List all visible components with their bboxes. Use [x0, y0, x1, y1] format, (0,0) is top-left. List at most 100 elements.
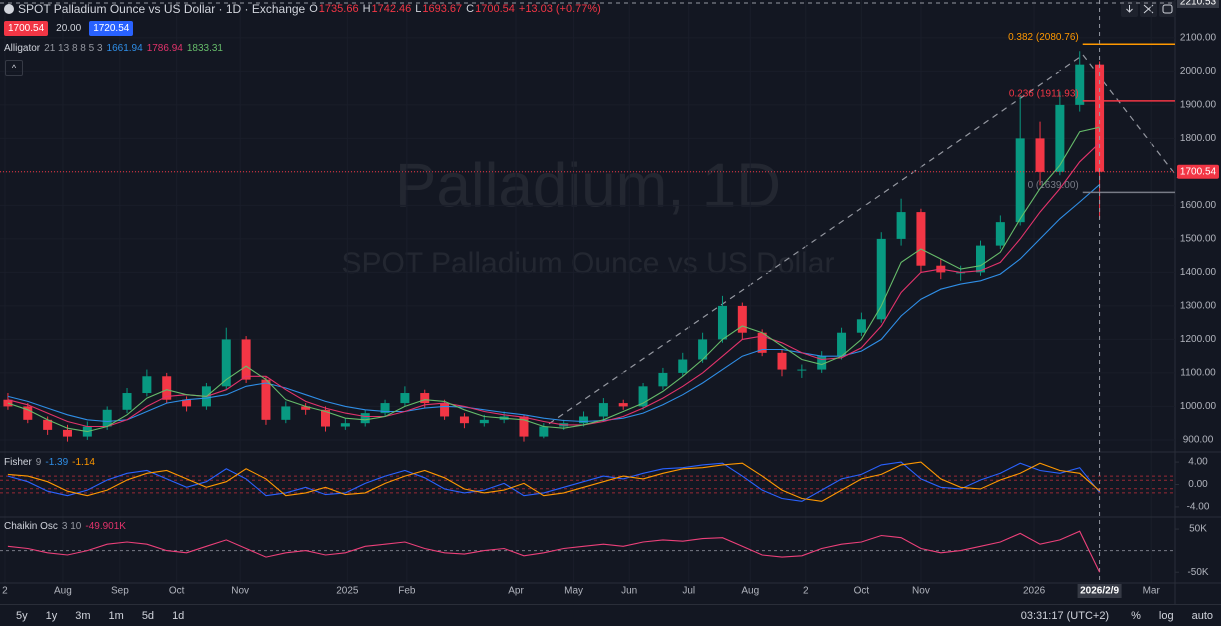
candle-body: [23, 406, 33, 420]
legend-value: -49.901K: [85, 521, 126, 532]
fisher-legend: Fisher 9 -1.39 -1.14: [4, 457, 95, 468]
x-tick-label: Jun: [621, 586, 637, 597]
candle-body: [281, 406, 291, 420]
x-tick-label: Jul: [682, 586, 695, 597]
candle-body: [519, 416, 529, 437]
symbol-icon: [4, 4, 14, 14]
y-tick-label: 1400.00: [1180, 267, 1217, 278]
ohlc-item: L 1693.67: [415, 3, 462, 15]
candle-body: [817, 356, 827, 370]
button[interactable]: [1159, 1, 1176, 17]
candle-body: [757, 332, 767, 353]
candle-body: [916, 212, 926, 266]
symbol: SPOT Palladium Ounce vs US Dollar · 1D ·…: [18, 2, 306, 16]
collapse-button[interactable]: ^: [5, 60, 23, 76]
sell-button[interactable]: 1700.54: [4, 21, 49, 36]
buy-button[interactable]: 1720.54: [89, 21, 134, 36]
y-tick-label: 1200.00: [1180, 334, 1217, 345]
x-tick-label: Nov: [912, 586, 930, 597]
x-tick-label: 2025: [336, 586, 359, 597]
fib-label: 0.236 (1911.93): [1009, 89, 1079, 100]
indicator-params: 21 13 8 8 5 3: [44, 43, 103, 54]
candle-body: [360, 413, 370, 424]
indicator-params: 3 10: [61, 521, 82, 532]
x-tick-label: Oct: [854, 586, 870, 597]
clock: 03:31:17 (UTC+2): [1020, 609, 1110, 622]
ohlc-value: 1742.46: [371, 3, 412, 15]
candle-body: [440, 403, 450, 417]
ohlc-item: H 1742.46: [363, 3, 412, 15]
x-tick-label: 2: [803, 586, 809, 597]
y-tick-label: 1500.00: [1180, 234, 1217, 245]
crosshair-price: 2210.53: [1180, 0, 1217, 8]
candle-body: [241, 339, 251, 380]
candle-body: [777, 352, 787, 370]
legend-value: -1.14: [72, 457, 95, 468]
y-tick-label: -50K: [1187, 567, 1208, 578]
range-button[interactable]: 3m: [75, 609, 91, 622]
candle-body: [321, 409, 331, 427]
y-tick-label: 50K: [1189, 524, 1207, 535]
candle-body: [221, 339, 231, 387]
y-tick-label: 4.00: [1188, 457, 1208, 468]
y-tick-label: 1600.00: [1180, 200, 1217, 211]
price-tag: 1700.54: [1180, 166, 1217, 177]
candle-body: [479, 419, 489, 424]
candle-body: [658, 372, 668, 387]
x-tick-label: Mar: [1143, 586, 1161, 597]
series-line: [7, 530, 1101, 573]
spread: 20.00: [56, 23, 82, 34]
candle-body: [539, 426, 549, 437]
chart: Palladium, 1D SPOT Palladium Ounce vs US…: [0, 0, 1221, 604]
x-tick-label: 2026: [1023, 586, 1046, 597]
candle-body: [340, 423, 350, 427]
ohlc-value: 1700.54: [475, 3, 515, 15]
top-buttons[interactable]: [1121, 1, 1176, 17]
ohlc-key: L: [415, 3, 422, 15]
range-button[interactable]: 5d: [141, 609, 155, 622]
watermark-title: Palladium, 1D: [395, 151, 781, 220]
candle-body: [1015, 138, 1025, 223]
price-tag-bg: [1177, 164, 1219, 179]
ohlc-key: H: [362, 3, 371, 15]
scale-button[interactable]: %: [1131, 609, 1141, 622]
range-buttons: 5y 1y 3m 1m 5d 1d: [8, 610, 184, 622]
scale-button[interactable]: log: [1158, 609, 1174, 622]
fib-label: 0.382 (2080.76): [1008, 32, 1079, 43]
candle-body: [678, 359, 688, 373]
candle-body: [1075, 64, 1085, 105]
series-line: [7, 461, 1101, 502]
range-button[interactable]: 1m: [108, 609, 124, 622]
range-button[interactable]: 1d: [172, 609, 185, 622]
scale-button[interactable]: auto: [1191, 609, 1213, 622]
x-tick-label: Aug: [741, 586, 759, 597]
trade-row: 1700.54 20.00 1720.54: [4, 21, 134, 36]
y-tick-label: 1300.00: [1180, 301, 1217, 312]
y-tick-label: 1900.00: [1180, 100, 1217, 111]
candle-body: [717, 305, 727, 340]
fib-label: 0 (1639.00): [1028, 180, 1079, 191]
range-button[interactable]: 5y: [16, 609, 28, 622]
y-tick-label: 1000.00: [1180, 401, 1217, 412]
ohlc-item: C 1700.54: [466, 3, 515, 15]
candle-body: [182, 399, 192, 407]
candle-body: [995, 222, 1005, 246]
candle-body: [638, 386, 648, 407]
ohlc-item: O 1735.66: [309, 3, 358, 15]
scale-buttons: % log auto: [1123, 610, 1213, 622]
background: [0, 0, 1221, 604]
change: +13.03 (+0.77%): [518, 3, 601, 15]
candle-body: [162, 376, 172, 400]
series-line: [7, 126, 1100, 433]
chaikin-legend: Chaikin Osc 3 10 -49.901K: [4, 521, 126, 532]
ohlc: O 1735.66 H 1742.46 L 1693.67 C 1700.54: [309, 3, 515, 15]
candle-body: [400, 393, 410, 404]
legend-value: -1.39: [45, 457, 69, 468]
indicator-name: Fisher: [4, 457, 32, 468]
y-tick-label: 0.00: [1188, 479, 1208, 490]
x-tick-label: Apr: [508, 586, 524, 597]
x-tick-label: Nov: [231, 586, 249, 597]
candle-body: [62, 429, 72, 437]
range-button[interactable]: 1y: [45, 609, 58, 622]
candle-body: [1035, 138, 1045, 172]
